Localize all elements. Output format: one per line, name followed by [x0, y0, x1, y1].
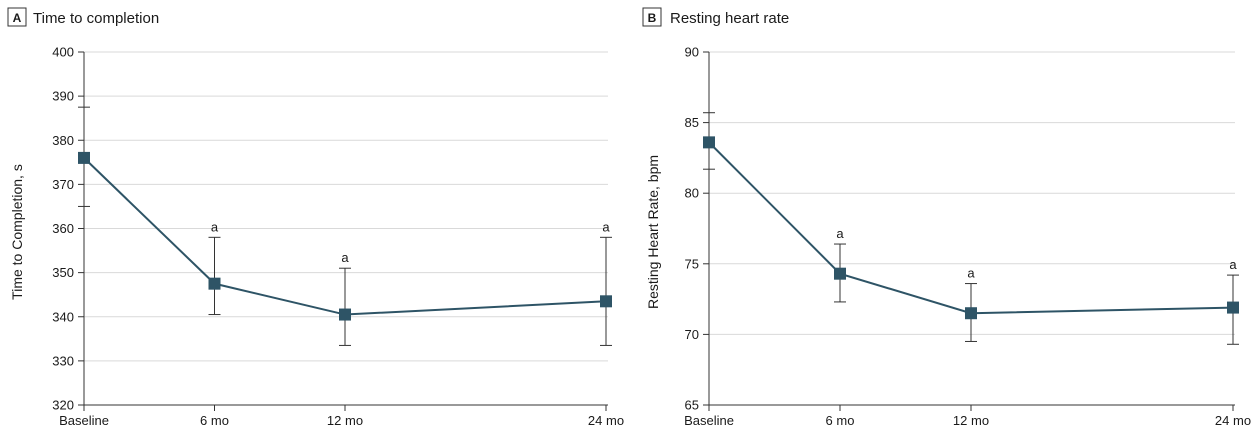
y-tick-label: 80 [685, 186, 699, 201]
data-point [78, 151, 90, 164]
y-tick-label: 390 [52, 89, 74, 104]
y-tick-label: 350 [52, 265, 74, 280]
data-point [208, 277, 221, 290]
y-tick-label: 360 [52, 221, 74, 236]
data-point [339, 308, 351, 321]
significance-label: a [836, 226, 844, 241]
y-tick-label: 370 [52, 177, 74, 192]
x-tick-label: 24 mo [1215, 413, 1251, 428]
data-point [965, 307, 977, 320]
panel-time-to-completion: A Time to completion Time to Completion,… [7, 7, 624, 429]
significance-label: a [602, 219, 610, 234]
panel-resting-heart-rate: B Resting heart rate Resting Heart Rate,… [642, 7, 1251, 429]
panel-title: Resting heart rate [670, 10, 789, 27]
y-axis-title: Resting Heart Rate, bpm [645, 155, 661, 309]
series-line [708, 141, 1234, 315]
data-point [703, 136, 715, 149]
series-line [83, 157, 607, 316]
y-tick-label: 75 [685, 256, 699, 271]
x-tick-label: 6 mo [826, 413, 855, 428]
data-point [834, 267, 846, 280]
plot-area: 65 70 75 80 85 90 Baseline 6 mo 12 mo 24 mo a a a [684, 45, 1251, 429]
error-bar [208, 236, 221, 316]
data-point [600, 295, 612, 308]
x-tick-label: 24 mo [588, 413, 624, 428]
y-tick-label: 400 [52, 45, 74, 60]
y-tick-label: 340 [52, 309, 74, 324]
significance-label: a [967, 266, 975, 281]
y-tick-label: 65 [685, 398, 699, 413]
x-tick-label: Baseline [684, 413, 734, 428]
y-tick-label: 85 [685, 115, 699, 130]
y-tick-label: 380 [52, 133, 74, 148]
panel-letter-box [7, 7, 27, 27]
y-tick-label: 330 [52, 353, 74, 368]
x-tick-label: 12 mo [953, 413, 989, 428]
significance-label: a [211, 219, 219, 234]
x-tick-label: 6 mo [200, 413, 229, 428]
plot-area: 320 330 340 350 360 370 380 390 400 Baseline 6 mo 1… [52, 45, 624, 429]
significance-label: a [341, 250, 349, 265]
error-bar [339, 267, 351, 346]
x-tick-label: Baseline [59, 413, 109, 428]
panel-title: Time to completion [33, 10, 159, 27]
y-tick-label: 320 [52, 398, 74, 413]
y-tick-label: 70 [685, 327, 699, 342]
y-axis-title: Time to Completion, s [9, 164, 25, 300]
panel-letter: A [13, 11, 22, 25]
error-bar [600, 236, 612, 346]
panel-letter-box [642, 7, 662, 27]
data-point [1227, 301, 1239, 314]
y-tick-label: 90 [685, 45, 699, 60]
significance-label: a [1229, 257, 1237, 272]
panel-letter: B [648, 11, 657, 25]
x-tick-label: 12 mo [327, 413, 363, 428]
